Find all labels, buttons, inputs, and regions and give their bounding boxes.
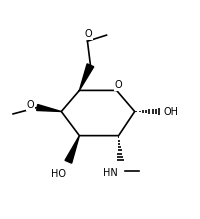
Text: O: O xyxy=(114,80,122,90)
Polygon shape xyxy=(79,64,93,90)
Text: HO: HO xyxy=(51,169,65,179)
Text: OH: OH xyxy=(163,106,178,117)
Text: O: O xyxy=(27,100,34,110)
Polygon shape xyxy=(37,104,61,111)
Text: HN: HN xyxy=(102,168,117,178)
Text: O: O xyxy=(84,29,92,39)
Polygon shape xyxy=(65,136,79,163)
